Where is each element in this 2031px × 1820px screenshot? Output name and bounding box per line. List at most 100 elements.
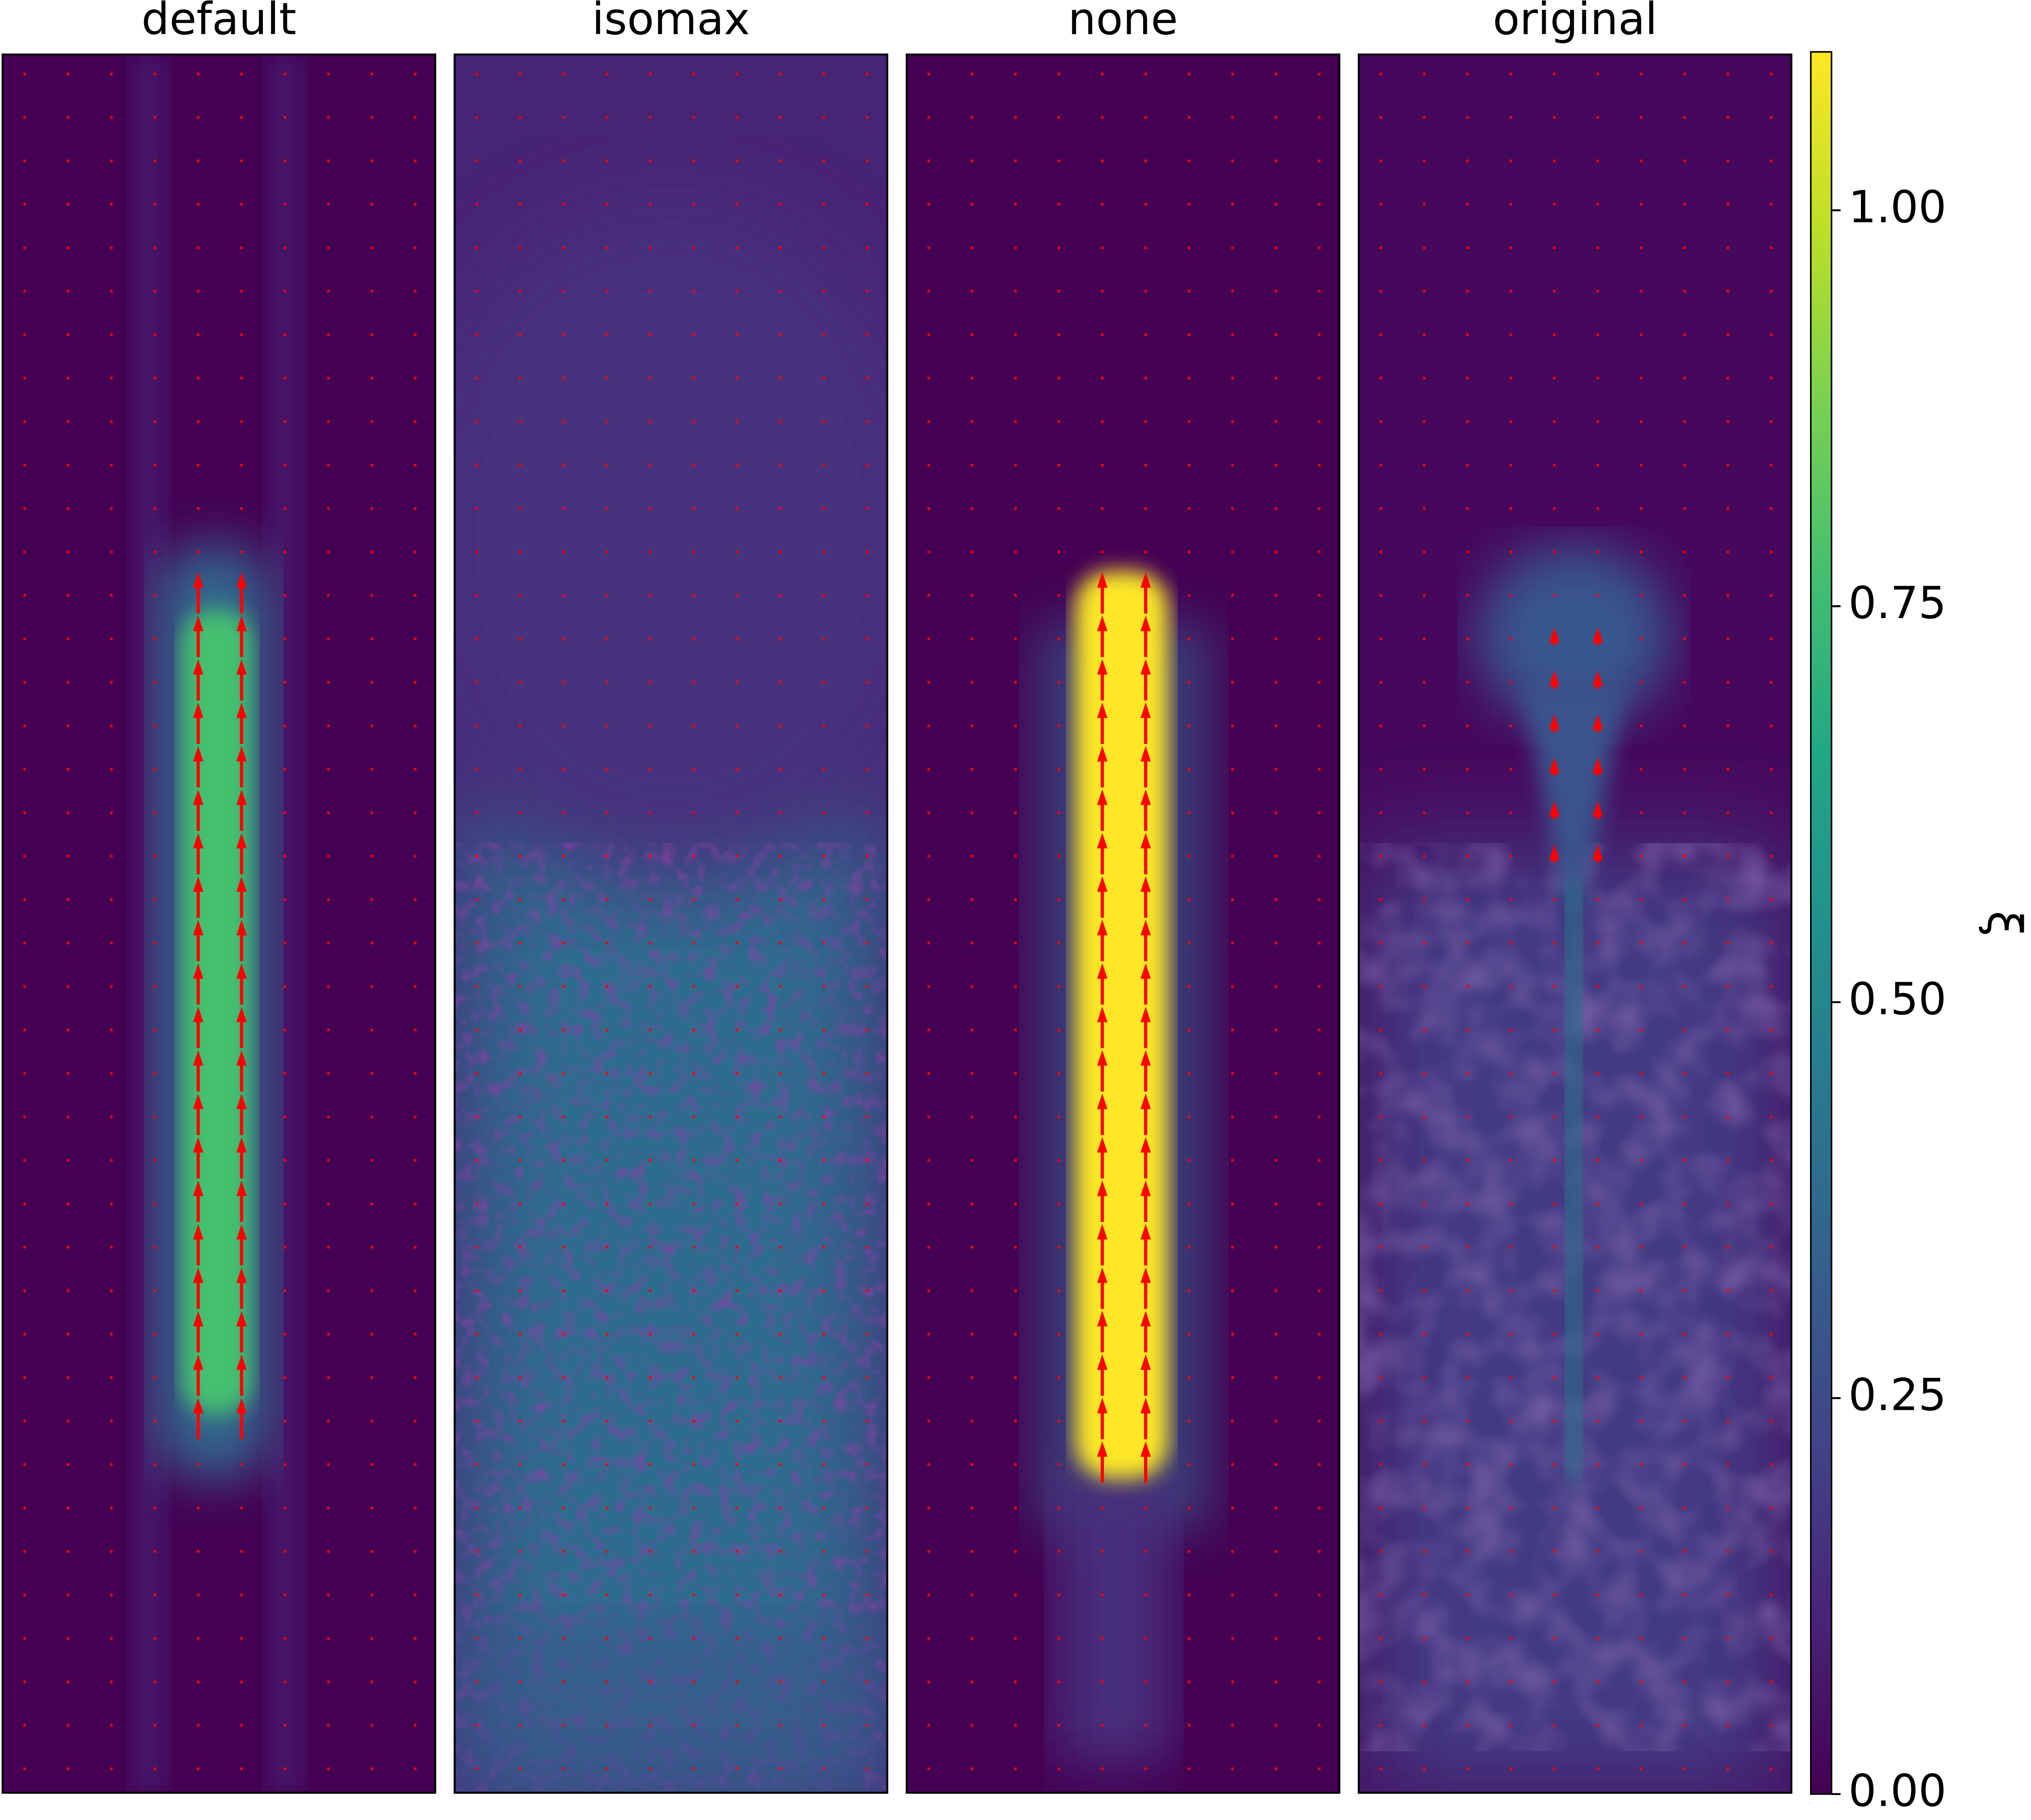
quiver-dot [866,1507,869,1509]
quiver-dot [1379,1333,1382,1336]
quiver-dot [1683,1202,1686,1205]
quiver-dot [327,1724,330,1727]
quiver-dot [414,420,416,423]
quiver-dot [562,942,565,945]
quiver-head [1097,1441,1108,1457]
quiver-dot [1423,1289,1426,1292]
quiver-dot [327,377,330,380]
quiver-dot [1596,246,1599,249]
quiver-dot [1423,1593,1426,1596]
quiver-dot [649,72,652,75]
quiver-head [236,702,247,718]
quiver-dot [1423,637,1426,640]
quiver-dot [283,1463,287,1466]
quiver-dot [1596,1767,1599,1770]
quiver-dot [67,1420,70,1423]
quiver-dot [23,985,26,988]
quiver-dot [23,637,26,640]
quiver-dot [1683,811,1686,814]
quiver-dot [197,507,200,510]
quiver-dot [1144,1724,1147,1727]
quiver-dot [1187,203,1190,206]
quiver-dot [283,1637,287,1640]
quiver-head [1097,1397,1108,1413]
quiver-head [193,919,204,935]
quiver-dot [414,594,416,597]
quiver-dot [970,333,974,336]
quiver-dot [1683,1550,1686,1553]
quiver-dot [1770,116,1773,119]
quiver-dot [1231,246,1234,249]
quiver-dot [866,1767,869,1770]
quiver-dot [1101,203,1104,206]
quiver-dot [822,550,825,553]
quiver-dot [1510,1289,1512,1292]
quiver-dot [649,898,652,901]
quiver-dot [970,1507,974,1509]
quiver-dot [649,203,652,206]
quiver-dot [1274,1637,1278,1640]
quiver-dot [1231,1680,1234,1683]
quiver-dot [779,1028,782,1031]
quiver-dot [67,724,70,727]
quiver-dot [970,594,974,597]
quiver-dot [67,1202,70,1205]
quiver-dot [1379,768,1382,771]
quiver-dot [1423,1637,1426,1640]
quiver-dot [562,1028,565,1031]
quiver-dot [970,1072,974,1075]
quiver-dot [1101,1507,1104,1509]
quiver-dot [649,768,652,771]
quiver-head [1097,1006,1108,1022]
panel-frame [906,53,1340,1794]
quiver-dot [1510,681,1512,684]
quiver-dot [736,1072,739,1075]
quiver-dot [1683,507,1686,510]
quiver-dot [1187,1550,1190,1553]
quiver-dot [1466,811,1469,814]
quiver-dot [1596,1246,1599,1249]
quiver-dot [1423,333,1426,336]
quiver-dot [779,1420,782,1423]
quiver-dot [475,1159,478,1162]
quiver-dot [23,1159,26,1162]
quiver-dot [927,855,930,858]
quiver-dot [649,333,652,336]
quiver-dot [370,1420,373,1423]
quiver-dot [692,1202,695,1205]
quiver-dot [1510,1159,1512,1162]
quiver-dot [562,898,565,901]
quiver-dot [327,1463,330,1466]
quiver-dot [1727,637,1729,640]
quiver-dot [649,1376,652,1379]
quiver-head [193,1267,204,1283]
quiver-dot [1640,855,1643,858]
quiver-dot [822,942,825,945]
quiver-dot [475,637,478,640]
quiver-dot [1231,550,1234,553]
quiver-dot [1683,594,1686,597]
quiver-head [236,833,247,848]
quiver-dot [1014,116,1017,119]
quiver-dot [1231,811,1234,814]
quiver-dot [1466,1507,1469,1509]
quiver-dot [927,724,930,727]
quiver-dot [23,116,26,119]
quiver-head [1140,615,1151,632]
quiver-dot [1640,1507,1643,1509]
colorbar-tick-label: 0.50 [1848,973,1947,1025]
quiver-dot [1640,1767,1643,1770]
quiver-dot [649,1159,652,1162]
quiver-dot [1057,1420,1061,1423]
quiver-dot [1770,1333,1773,1336]
quiver-dot [822,159,825,162]
quiver-dot [1640,1072,1643,1075]
quiver-dot [414,1072,416,1075]
quiver-dot [475,1593,478,1596]
quiver-dot [1553,1246,1556,1249]
quiver-dot [822,1507,825,1509]
quiver-dot [822,290,825,293]
quiver-dot [153,1333,156,1336]
quiver-dot [692,1550,695,1553]
quiver-dot [1187,1246,1190,1249]
